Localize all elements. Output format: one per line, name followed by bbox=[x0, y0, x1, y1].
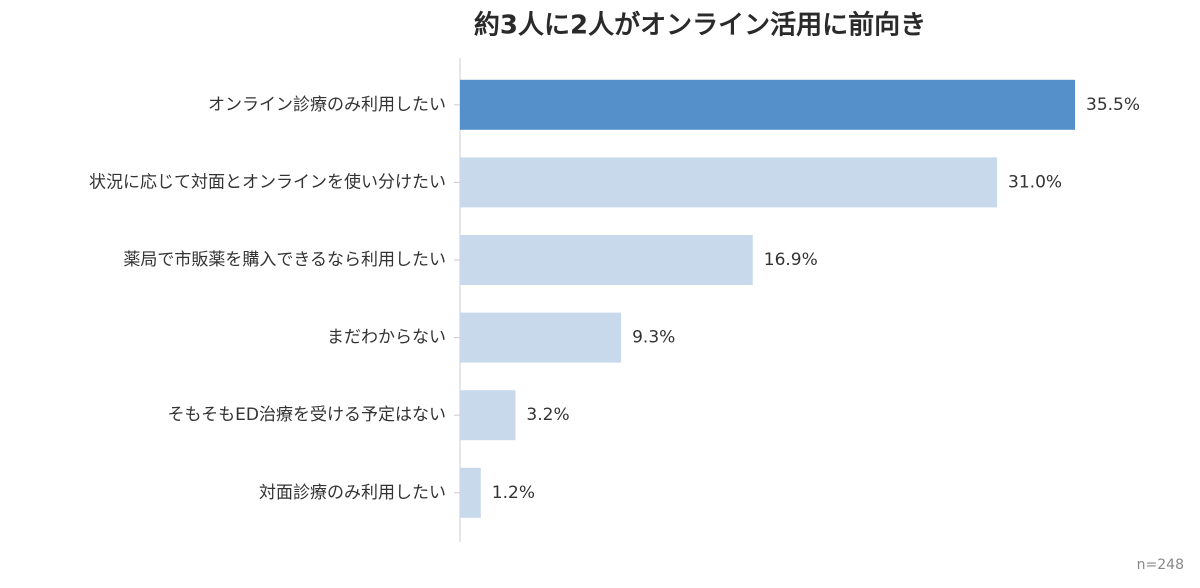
sample-note: n=248 bbox=[1137, 557, 1184, 573]
chart-title: 約3人に2人がオンライン活用に前向き bbox=[474, 10, 926, 41]
value-label: 35.5% bbox=[1086, 95, 1140, 115]
value-label: 9.3% bbox=[632, 328, 675, 348]
category-label: そもそもED治療を受ける予定はない bbox=[168, 405, 447, 425]
category-label: まだわからない bbox=[327, 328, 446, 348]
value-label: 31.0% bbox=[1008, 172, 1062, 192]
category-label: オンライン診療のみ利用したい bbox=[208, 95, 446, 115]
category-label: 薬局で市販薬を購入できるなら利用したい bbox=[123, 250, 446, 270]
bar bbox=[460, 390, 516, 441]
category-label: 対面診療のみ利用したい bbox=[259, 483, 446, 503]
bar bbox=[460, 235, 753, 285]
category-label: 状況に応じて対面とオンラインを使い分けたい bbox=[89, 171, 446, 192]
bar bbox=[460, 157, 998, 208]
value-label: 1.2% bbox=[492, 483, 535, 503]
value-label: 16.9% bbox=[764, 250, 818, 270]
bar bbox=[460, 312, 622, 363]
value-label: 3.2% bbox=[526, 405, 569, 425]
bar bbox=[460, 467, 481, 518]
bar bbox=[460, 79, 1075, 130]
